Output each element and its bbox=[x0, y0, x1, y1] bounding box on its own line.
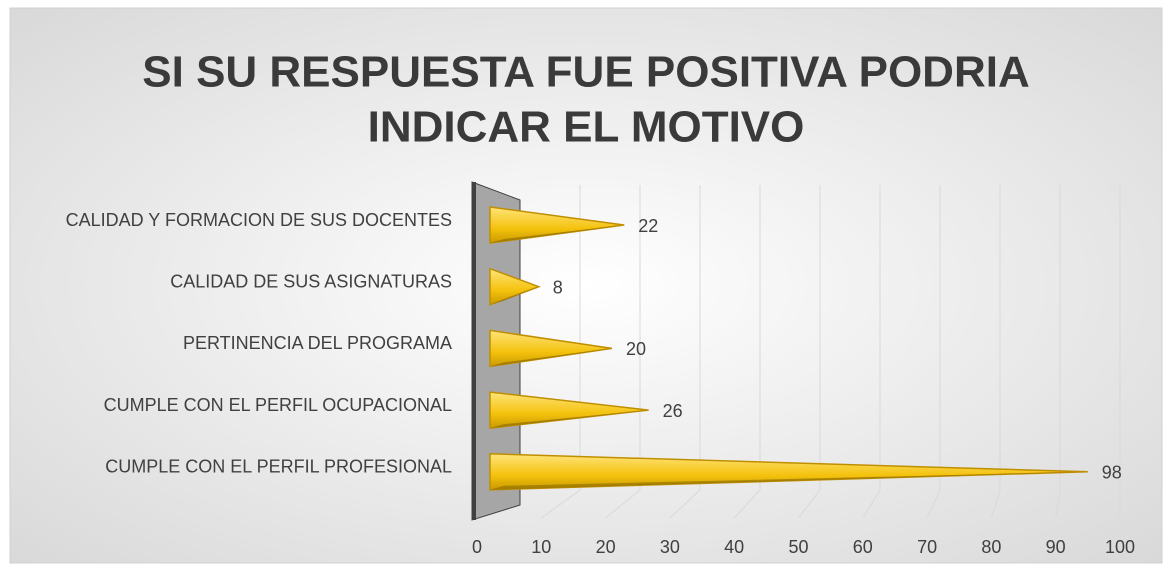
y-tick-label: CALIDAD Y FORMACION DE SUS DOCENTES bbox=[66, 210, 452, 230]
bar-shade bbox=[490, 348, 612, 367]
x-tick-label: 100 bbox=[1105, 537, 1135, 557]
chart-title: INDICAR EL MOTIVO bbox=[368, 103, 805, 152]
grid-line bbox=[990, 185, 1001, 519]
grid-line bbox=[926, 185, 941, 519]
x-tick-label: 20 bbox=[596, 537, 616, 557]
x-tick-label: 30 bbox=[660, 537, 680, 557]
grid-line bbox=[1055, 185, 1061, 519]
x-tick-label: 60 bbox=[853, 537, 873, 557]
grid-line bbox=[862, 185, 881, 519]
bar-shade bbox=[490, 410, 649, 429]
bar-shade bbox=[490, 225, 625, 243]
y-tick-label: CALIDAD DE SUS ASIGNATURAS bbox=[170, 271, 452, 291]
bar-shade bbox=[490, 471, 1088, 490]
grid-line bbox=[798, 185, 821, 519]
bar-shade bbox=[490, 286, 539, 305]
y-tick-label: CUMPLE CON EL PERFIL OCUPACIONAL bbox=[104, 395, 452, 415]
x-tick-label: 50 bbox=[788, 537, 808, 557]
x-tick-label: 0 bbox=[472, 537, 482, 557]
x-tick-label: 10 bbox=[531, 537, 551, 557]
data-label: 26 bbox=[663, 401, 683, 421]
data-label: 8 bbox=[553, 277, 563, 297]
data-label: 22 bbox=[638, 216, 658, 236]
grid-line bbox=[669, 185, 701, 519]
x-tick-label: 40 bbox=[724, 537, 744, 557]
grid-line bbox=[541, 185, 581, 519]
y-tick-label: PERTINENCIA DEL PROGRAMA bbox=[183, 333, 452, 353]
x-tick-label: 90 bbox=[1046, 537, 1066, 557]
x-tick-label: 80 bbox=[981, 537, 1001, 557]
data-label: 20 bbox=[626, 339, 646, 359]
grid-line bbox=[605, 185, 641, 519]
x-tick-label: 70 bbox=[917, 537, 937, 557]
y-tick-label: CUMPLE CON EL PERFIL PROFESIONAL bbox=[105, 457, 452, 477]
grid-line bbox=[733, 185, 761, 519]
data-label: 98 bbox=[1102, 463, 1122, 483]
chart-title: SI SU RESPUESTA FUE POSITIVA PODRIA bbox=[142, 48, 1029, 97]
